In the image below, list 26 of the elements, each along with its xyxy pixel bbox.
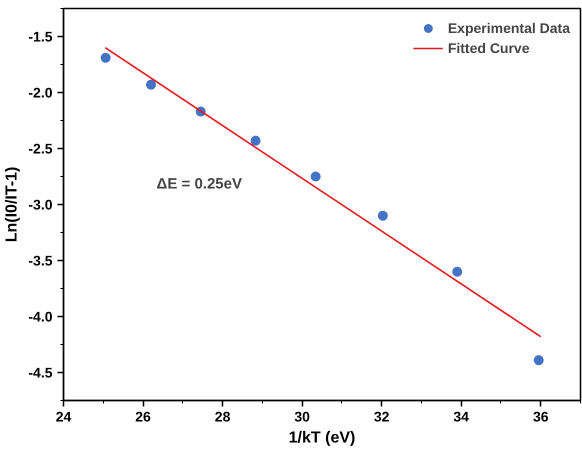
legend-label: Experimental Data bbox=[448, 20, 570, 36]
point bbox=[250, 136, 261, 146]
x-tick-label: 28 bbox=[214, 408, 231, 424]
x-axis-title: 1/kT (eV) bbox=[288, 430, 356, 446]
x-tick-label: 32 bbox=[374, 408, 390, 424]
y-tick-label: -4.5 bbox=[28, 364, 53, 380]
y-axis-title: Ln(I0/IT-1) bbox=[3, 166, 20, 242]
y-tick-label: -3.5 bbox=[28, 252, 53, 268]
y-tick-label: -2.0 bbox=[28, 84, 53, 100]
y-tick-label: -3.0 bbox=[28, 196, 53, 212]
point bbox=[100, 52, 111, 63]
annotation: ΔE = 0.25eV bbox=[156, 176, 242, 193]
x-tick-label: 36 bbox=[532, 408, 549, 424]
x-tick-label: 24 bbox=[56, 408, 72, 424]
x-tick-label: 26 bbox=[135, 408, 152, 424]
y-tick-label: -4.0 bbox=[28, 308, 53, 324]
x-tick-label: 30 bbox=[294, 408, 310, 424]
legend-label: Fitted Curve bbox=[448, 40, 530, 56]
point bbox=[378, 210, 388, 221]
x-tick-label: 34 bbox=[453, 408, 470, 424]
y-tick-label: -1.5 bbox=[28, 28, 53, 44]
point bbox=[146, 80, 156, 90]
point bbox=[534, 355, 544, 366]
point bbox=[452, 266, 462, 277]
point bbox=[310, 172, 321, 182]
y-tick-label: -2.5 bbox=[28, 140, 53, 156]
